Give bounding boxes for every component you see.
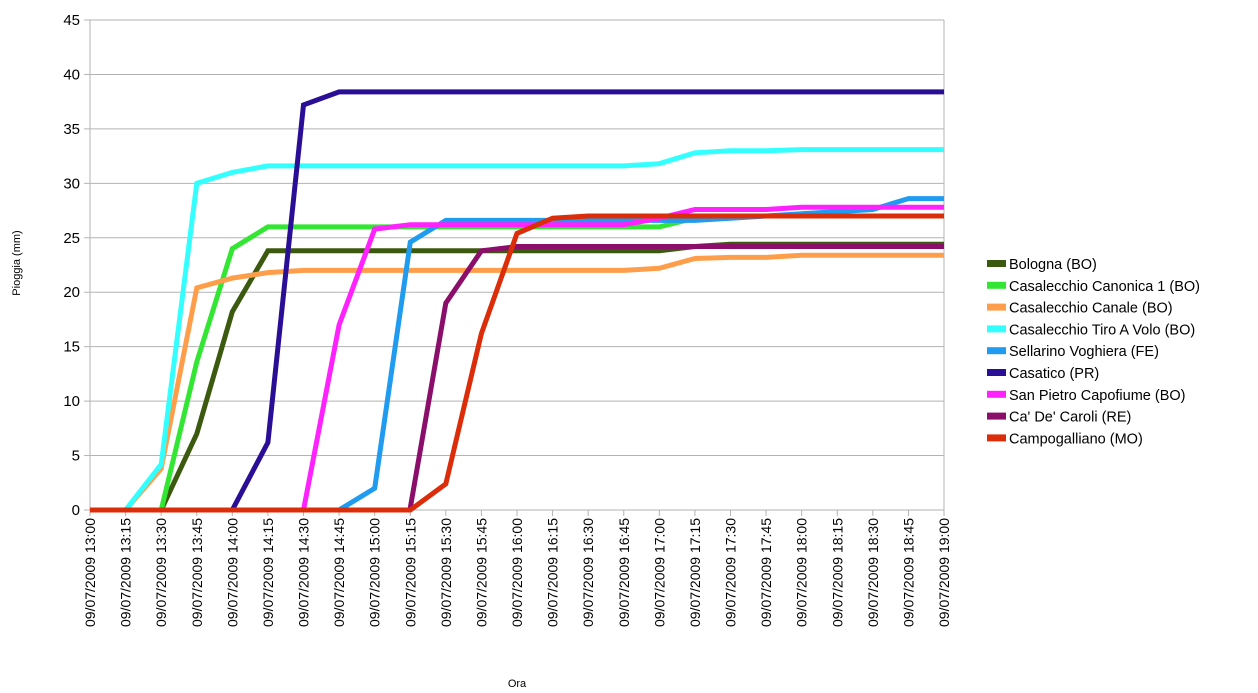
x-tick-label-21: 09/07/2009 18:15 <box>829 518 845 627</box>
x-tick-label-14: 09/07/2009 16:30 <box>580 518 596 627</box>
x-axis-title: Ora <box>508 678 527 690</box>
series-line-8 <box>90 213 944 513</box>
legend-label-3: Casalecchio Tiro A Volo (BO) <box>1009 322 1195 338</box>
legend-swatch-2 <box>987 303 1006 311</box>
y-tick-label-3: 15 <box>63 339 80 356</box>
series-line-5 <box>230 89 944 512</box>
legend-swatch-7 <box>987 412 1006 420</box>
series-line-2 <box>123 252 944 512</box>
y-tick-label-8: 40 <box>63 66 80 83</box>
y-tick-label-4: 20 <box>63 284 80 301</box>
x-tick-label-22: 09/07/2009 18:30 <box>865 518 881 627</box>
legend: Bologna (BO) Casalecchio Canonica 1 (BO) C… <box>987 257 1200 447</box>
y-tick-label-7: 35 <box>63 121 80 138</box>
legend-swatch-5 <box>987 369 1006 376</box>
y-tick-label-9: 45 <box>63 12 80 29</box>
y-tick-label-0: 0 <box>72 502 80 519</box>
x-tick-label-1: 09/07/2009 13:15 <box>118 518 134 627</box>
x-tick-label-2: 09/07/2009 13:30 <box>153 518 169 627</box>
x-tick-label-12: 09/07/2009 16:00 <box>509 518 525 627</box>
x-axis-ticks: 09/07/2009 13:00 09/07/2009 13:15 09/07/20… <box>82 510 952 627</box>
x-tick-label-18: 09/07/2009 17:30 <box>723 518 739 627</box>
x-tick-label-20: 09/07/2009 18:00 <box>794 518 810 627</box>
x-tick-label-4: 09/07/2009 14:00 <box>224 518 240 627</box>
series-lines <box>90 89 944 513</box>
legend-label-0: Bologna (BO) <box>1009 257 1097 273</box>
x-tick-label-10: 09/07/2009 15:30 <box>438 518 454 627</box>
y-tick-label-1: 5 <box>72 448 80 465</box>
legend-label-1: Casalecchio Canonica 1 (BO) <box>1009 279 1200 295</box>
legend-swatch-1 <box>987 281 1006 289</box>
x-tick-label-15: 09/07/2009 16:45 <box>616 518 632 627</box>
series-line-3 <box>123 147 944 512</box>
x-tick-label-19: 09/07/2009 17:45 <box>758 518 774 627</box>
series-line-7 <box>407 244 944 509</box>
legend-swatch-6 <box>987 390 1006 398</box>
y-tick-label-2: 10 <box>63 393 80 410</box>
x-tick-label-3: 09/07/2009 13:45 <box>189 518 205 627</box>
series-line-0 <box>158 241 944 512</box>
legend-label-5: Casatico (PR) <box>1009 366 1099 382</box>
x-tick-label-11: 09/07/2009 15:45 <box>473 518 489 627</box>
x-tick-label-9: 09/07/2009 15:15 <box>402 518 418 627</box>
legend-label-2: Casalecchio Canale (BO) <box>1009 301 1173 317</box>
x-tick-label-24: 09/07/2009 19:00 <box>936 518 952 627</box>
x-tick-label-5: 09/07/2009 14:15 <box>260 518 276 627</box>
legend-swatch-0 <box>987 260 1006 267</box>
x-tick-label-8: 09/07/2009 15:00 <box>367 518 383 627</box>
y-tick-label-6: 30 <box>63 175 80 192</box>
x-tick-label-7: 09/07/2009 14:45 <box>331 518 347 627</box>
x-tick-label-0: 09/07/2009 13:00 <box>82 518 98 627</box>
legend-label-8: Campogalliano (MO) <box>1009 431 1143 447</box>
series-line-6 <box>301 204 944 511</box>
legend-label-4: Sellarino Voghiera (FE) <box>1009 344 1159 360</box>
axes <box>89 20 945 510</box>
legend-swatch-8 <box>987 434 1006 442</box>
y-tick-label-5: 25 <box>63 230 80 247</box>
x-tick-label-17: 09/07/2009 17:15 <box>687 518 703 627</box>
x-tick-label-23: 09/07/2009 18:45 <box>900 518 916 627</box>
legend-swatch-4 <box>987 347 1006 355</box>
x-tick-label-13: 09/07/2009 16:15 <box>545 518 561 627</box>
x-tick-label-6: 09/07/2009 14:30 <box>296 518 312 627</box>
y-axis-ticks: 0 5 10 15 20 25 30 35 40 45 <box>63 12 90 519</box>
legend-label-6: San Pietro Capofiume (BO) <box>1009 388 1186 404</box>
y-axis-title: Pioggia (mm) <box>11 230 23 295</box>
legend-swatch-3 <box>987 325 1006 333</box>
x-tick-label-16: 09/07/2009 17:00 <box>651 518 667 627</box>
legend-label-7: Ca' De' Caroli (RE) <box>1009 410 1131 426</box>
